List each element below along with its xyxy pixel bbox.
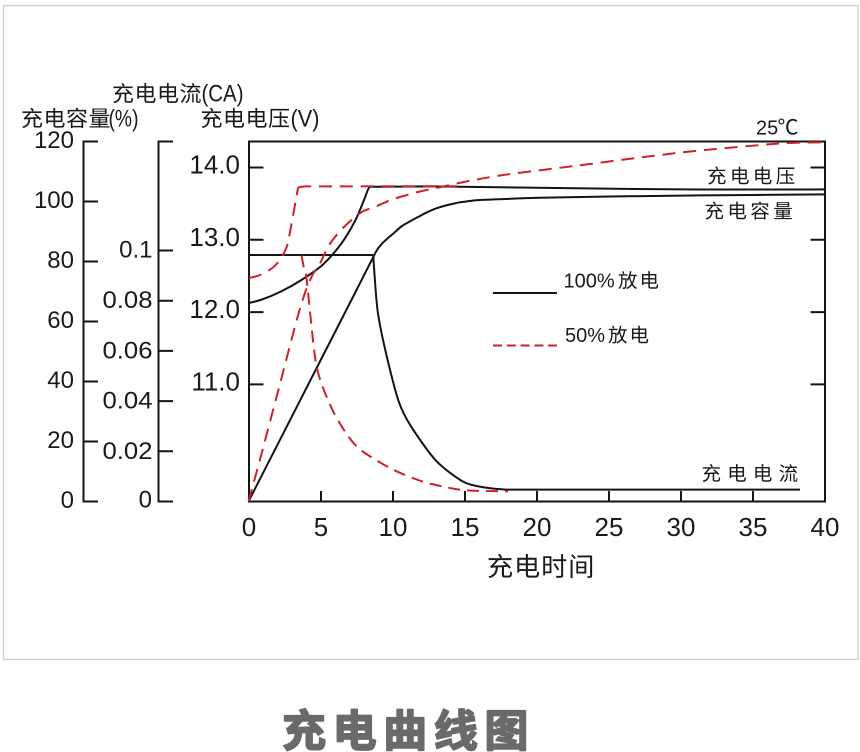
svg-text:5: 5 xyxy=(314,512,328,542)
svg-text:(V): (V) xyxy=(291,105,320,132)
svg-text:10: 10 xyxy=(379,512,408,542)
svg-text:0: 0 xyxy=(61,487,74,514)
svg-text:120: 120 xyxy=(34,127,74,154)
svg-text:25: 25 xyxy=(756,118,778,140)
svg-text:0.08: 0.08 xyxy=(103,287,153,314)
svg-text:80: 80 xyxy=(47,247,74,274)
svg-text:40: 40 xyxy=(811,512,840,542)
svg-text:14.0: 14.0 xyxy=(189,150,240,180)
svg-text:(CA): (CA) xyxy=(202,81,244,108)
svg-text:0: 0 xyxy=(242,512,256,542)
svg-text:20: 20 xyxy=(523,512,552,542)
svg-text:0: 0 xyxy=(139,487,152,514)
svg-text:(%): (%) xyxy=(109,105,139,132)
svg-text:35: 35 xyxy=(739,512,768,542)
svg-text:25: 25 xyxy=(595,512,624,542)
svg-text:100%: 100% xyxy=(564,271,615,293)
svg-text:15: 15 xyxy=(451,512,480,542)
svg-text:11.0: 11.0 xyxy=(191,367,240,397)
svg-text:40: 40 xyxy=(47,367,74,394)
svg-text:60: 60 xyxy=(47,307,74,334)
svg-text:20: 20 xyxy=(47,427,74,454)
svg-text:0.1: 0.1 xyxy=(119,237,152,264)
svg-text:0.04: 0.04 xyxy=(103,388,153,415)
svg-text:13.0: 13.0 xyxy=(189,222,240,252)
svg-text:50%: 50% xyxy=(565,325,605,347)
svg-text:0.06: 0.06 xyxy=(103,337,153,364)
svg-text:100: 100 xyxy=(34,187,74,214)
svg-text:12.0: 12.0 xyxy=(189,294,240,324)
svg-text:0.02: 0.02 xyxy=(103,438,153,465)
svg-text:30: 30 xyxy=(667,512,696,542)
